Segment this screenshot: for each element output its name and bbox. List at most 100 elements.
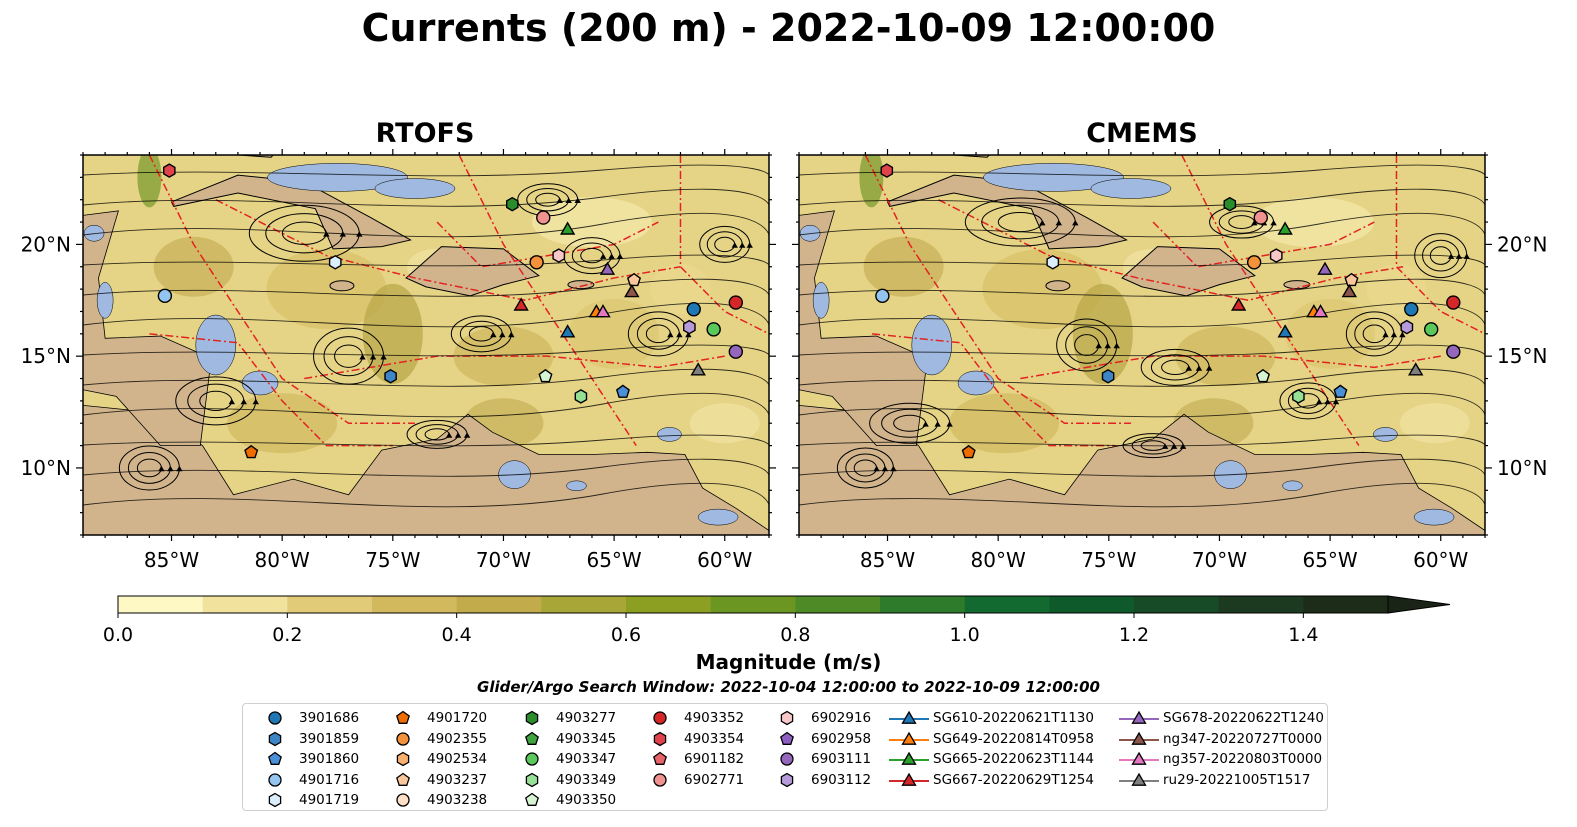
colorbar-tick-label: 1.2 [1119,624,1149,646]
obs-marker [1407,362,1424,376]
land-jamaica [329,280,355,292]
x-tick-label: 60°W [1413,548,1468,572]
land-hispaniola [1121,246,1256,297]
obs-marker [599,261,616,275]
x-tick-label: 75°W [1081,548,1136,572]
legend-label: 4903349 [556,771,617,788]
triangle-marker-icon [1119,751,1159,765]
colorbar-segment [372,596,458,613]
obs-marker [615,384,630,398]
legend-label: ru29-20221005T1517 [1163,771,1311,788]
colorbar: 0.0 0.2 0.4 0.6 0.8 1.0 1.2 1.4 [103,595,1451,646]
land-south-america [83,404,769,535]
x-tick-label: 80°W [255,548,310,572]
colorbar-tick-label: 0.4 [442,624,472,646]
triangle-marker-icon [1119,772,1159,786]
legend-label: ng357-20220803T0000 [1163,751,1323,767]
map-panel-rtofs: 85°W 80°W 75°W 70°W 65°W 60°W 20°N 15°N 10°N [21,149,776,572]
legend-label: 4901719 [299,792,360,808]
circle-marker-icon [268,711,282,725]
obs-marker [1404,302,1419,317]
search-window-text: Glider/Argo Search Window: 2022-10-04 12… [477,678,1100,696]
legend-label: SG667-20220629T1254 [933,771,1094,788]
land-central-america [83,210,212,446]
hexagon-marker-icon [396,751,410,767]
obs-marker [875,288,890,304]
x-tick-label: 70°W [1192,548,1247,572]
obs-marker [559,324,576,338]
colorbar-segment [880,596,966,613]
obs-marker [1269,248,1283,263]
circle-marker-icon [653,711,667,725]
colorbar-segment [626,596,712,613]
obs-marker [880,163,894,178]
legend-label: 6902916 [811,710,872,726]
colorbar-tick-label: 0.6 [611,624,641,646]
legend-label: ng347-20220727T0000 [1163,730,1323,747]
legend-label: 4903277 [556,710,617,726]
pentagon-marker-icon [525,731,539,745]
map-frame [798,154,1486,536]
x-tick-label: 70°W [476,548,531,572]
obs-marker [1341,284,1358,298]
colorbar-tick-label: 0.8 [780,624,810,646]
obs-marker [328,254,342,270]
obs-marker [559,221,576,235]
x-tick-label: 75°W [365,548,420,572]
obs-marker [1333,384,1348,398]
obs-marker [1255,368,1271,383]
obs-marker [552,248,566,263]
land-puerto-rico [567,280,595,290]
colorbar-segment [541,596,627,613]
hexagon-marker-icon [268,792,282,808]
colorbar-tick-label: 0.0 [103,624,133,646]
circle-marker-icon [653,772,667,787]
colorbar-segment [287,596,373,613]
colorbar-frame [117,595,1389,614]
pentagon-marker-icon [396,772,410,786]
land-jamaica [1045,280,1071,292]
obs-marker [961,444,976,459]
x-tick-label: 65°W [1302,548,1357,572]
obs-marker [163,163,176,178]
pentagon-marker-icon [396,710,410,724]
obs-marker [1400,319,1414,335]
obs-marker [1446,344,1461,359]
map-frame [82,154,770,536]
legend-label: 4903237 [427,771,488,788]
obs-marker [1344,272,1359,287]
obs-marker [157,288,173,304]
map-panel-cmems: 85°W 80°W 75°W 70°W 65°W 60°W 20°N 15°N 10°N [792,149,1547,572]
colorbar-label: Magnitude (m/s) [695,650,882,674]
colorbar-segment [710,596,796,613]
obs-marker [728,295,744,310]
circle-marker-icon [780,752,794,766]
legend-label: 3901859 [299,730,360,747]
hexagon-marker-icon [653,731,667,746]
obs-marker [1446,295,1461,310]
x-tick-label: 65°W [586,548,641,572]
y-tick-label: 20°N [21,232,71,256]
hexagon-marker-icon [268,731,282,746]
colorbar-segment [964,596,1050,613]
circle-marker-icon [525,752,539,766]
circle-marker-icon [268,772,282,787]
legend-label: 6901182 [684,751,745,767]
x-tick-label: 80°W [971,548,1026,572]
legend-label: 4902534 [427,751,488,767]
colorbar-tick-label: 1.4 [1288,624,1318,646]
colorbar-extend-arrow [1387,595,1451,614]
y-tick-label: 10°N [21,456,71,480]
colorbar-segment [795,596,881,613]
obs-marker [706,322,721,337]
obs-marker [728,344,744,359]
triangle-marker-icon [1119,731,1159,745]
legend-label: 6902771 [684,771,745,788]
legend: 3901686 3901859 3901860 4901716 4901719 49017… [242,703,1328,811]
hexagon-marker-icon [525,710,539,726]
obs-marker [626,272,642,287]
legend-label: 4903354 [684,730,745,747]
pentagon-marker-icon [268,751,282,765]
obs-marker [1230,297,1247,311]
